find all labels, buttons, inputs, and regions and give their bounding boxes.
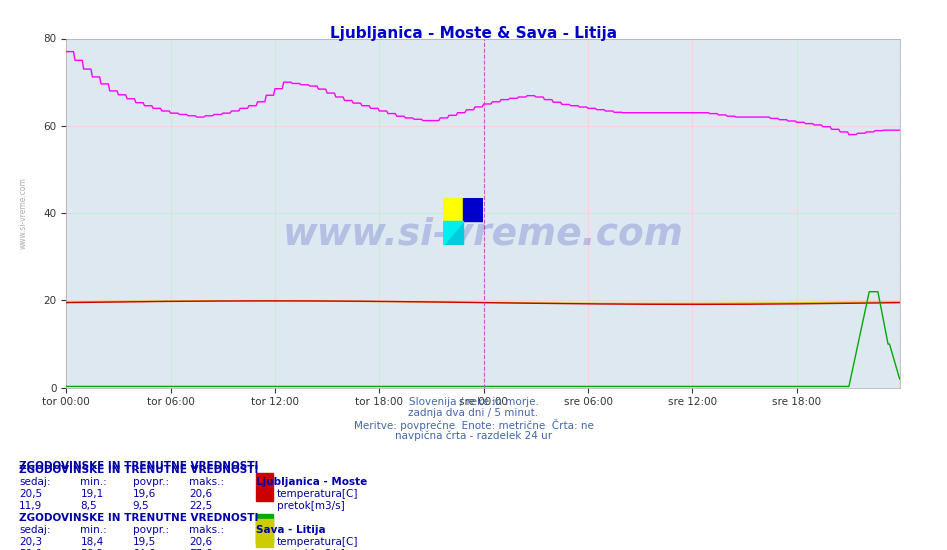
Text: 77,6: 77,6	[189, 549, 213, 550]
Text: 59,0: 59,0	[19, 549, 42, 550]
Text: 20,6: 20,6	[189, 537, 212, 547]
Text: Slovenija / reke in morje.: Slovenija / reke in morje.	[408, 397, 539, 407]
Text: navpična črta - razdelek 24 ur: navpična črta - razdelek 24 ur	[395, 430, 552, 441]
Text: maks.:: maks.:	[189, 477, 224, 487]
Text: 19,5: 19,5	[133, 537, 156, 547]
Text: 9,5: 9,5	[133, 501, 150, 511]
Text: 18,4: 18,4	[80, 537, 104, 547]
Text: povpr.:: povpr.:	[133, 477, 169, 487]
Text: 19,1: 19,1	[80, 489, 104, 499]
Text: 56,2: 56,2	[80, 549, 104, 550]
Text: 64,6: 64,6	[133, 549, 156, 550]
Text: ZGODOVINSKE IN TRENUTNE VREDNOSTI: ZGODOVINSKE IN TRENUTNE VREDNOSTI	[19, 513, 259, 523]
Bar	[256, 474, 273, 502]
Text: min.:: min.:	[80, 525, 107, 535]
Text: pretok[m3/s]: pretok[m3/s]	[277, 501, 345, 511]
Text: povpr.:: povpr.:	[133, 525, 169, 535]
Text: 11,9: 11,9	[19, 501, 43, 511]
Text: 20,6: 20,6	[189, 489, 212, 499]
Bar	[256, 519, 273, 547]
Text: sedaj:: sedaj:	[19, 477, 50, 487]
Text: sedaj:: sedaj:	[19, 525, 50, 535]
Text: 20,3: 20,3	[19, 537, 42, 547]
Text: 19,6: 19,6	[133, 489, 156, 499]
Bar	[256, 514, 273, 542]
Bar	[443, 198, 463, 221]
Text: temperatura[C]: temperatura[C]	[277, 489, 358, 499]
Text: maks.:: maks.:	[189, 525, 224, 535]
Text: 8,5: 8,5	[80, 501, 98, 511]
Polygon shape	[443, 221, 463, 245]
Text: ZGODOVINSKE IN TRENUTNE VREDNOSTI: ZGODOVINSKE IN TRENUTNE VREDNOSTI	[19, 461, 259, 471]
Text: pretok[m3/s]: pretok[m3/s]	[277, 549, 345, 550]
Bar	[463, 198, 483, 221]
Text: 22,5: 22,5	[189, 501, 213, 511]
Text: zadnja dva dni / 5 minut.: zadnja dva dni / 5 minut.	[408, 408, 539, 418]
Text: www.si-vreme.com: www.si-vreme.com	[18, 177, 27, 249]
Text: ZGODOVINSKE IN TRENUTNE VREDNOSTI: ZGODOVINSKE IN TRENUTNE VREDNOSTI	[19, 465, 259, 475]
Text: 20,5: 20,5	[19, 489, 42, 499]
Text: min.:: min.:	[80, 477, 107, 487]
Text: Meritve: povprečne  Enote: metrične  Črta: ne: Meritve: povprečne Enote: metrične Črta:…	[353, 419, 594, 431]
Text: Ljubljanica - Moste: Ljubljanica - Moste	[256, 477, 366, 487]
Text: Ljubljanica - Moste & Sava - Litija: Ljubljanica - Moste & Sava - Litija	[330, 26, 617, 41]
Text: temperatura[C]: temperatura[C]	[277, 537, 358, 547]
Polygon shape	[443, 221, 463, 245]
Text: www.si-vreme.com: www.si-vreme.com	[282, 216, 684, 252]
Text: Sava - Litija: Sava - Litija	[256, 525, 326, 535]
